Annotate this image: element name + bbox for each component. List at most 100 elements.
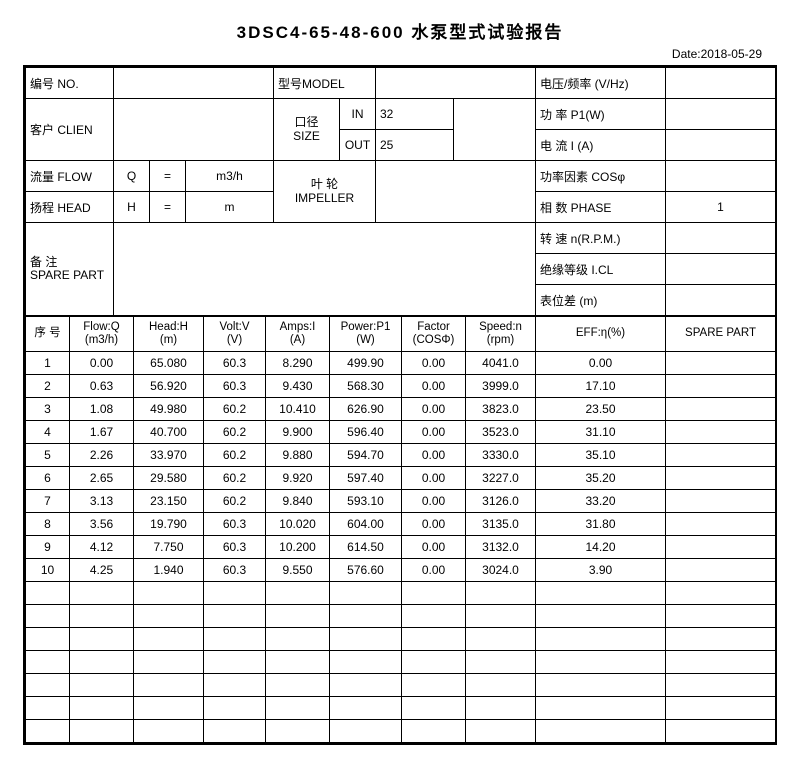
table-cell xyxy=(666,398,776,421)
table-cell xyxy=(330,651,402,674)
table-cell: 3135.0 xyxy=(466,513,536,536)
col-eff: EFF:η(%) xyxy=(536,317,666,352)
table-cell: 3 xyxy=(26,398,70,421)
table-cell: 7 xyxy=(26,490,70,513)
table-cell: 9 xyxy=(26,536,70,559)
table-cell xyxy=(666,559,776,582)
flow-sym: Q xyxy=(114,161,150,192)
table-cell xyxy=(204,720,266,743)
table-cell xyxy=(70,674,134,697)
table-row: 20.6356.92060.39.430568.300.003999.017.1… xyxy=(26,375,776,398)
table-cell: 10 xyxy=(26,559,70,582)
table-row: 83.5619.79060.310.020604.000.003135.031.… xyxy=(26,513,776,536)
table-cell xyxy=(666,674,776,697)
table-cell xyxy=(536,628,666,651)
table-cell: 568.30 xyxy=(330,375,402,398)
table-cell xyxy=(466,605,536,628)
table-cell: 4 xyxy=(26,421,70,444)
table-cell: 19.790 xyxy=(134,513,204,536)
col-head: Head:H(m) xyxy=(134,317,204,352)
table-cell xyxy=(70,720,134,743)
table-row-blank xyxy=(26,628,776,651)
report-sheet: 编号 NO. 型号MODEL 电压/频率 (V/Hz) 客户 CLIEN 口径 … xyxy=(23,65,777,745)
table-cell: 596.40 xyxy=(330,421,402,444)
client-label: 客户 CLIEN xyxy=(26,99,114,161)
size-in-label: IN xyxy=(340,99,376,130)
table-cell: 14.20 xyxy=(536,536,666,559)
table-cell: 0.00 xyxy=(402,490,466,513)
impeller-label-bot: IMPELLER xyxy=(278,192,371,205)
table-cell xyxy=(330,605,402,628)
table-row-blank xyxy=(26,720,776,743)
col-seq: 序 号 xyxy=(26,317,70,352)
table-cell xyxy=(70,605,134,628)
table-cell xyxy=(666,490,776,513)
table-cell: 60.2 xyxy=(204,398,266,421)
table-cell: 23.150 xyxy=(134,490,204,513)
table-row-blank xyxy=(26,651,776,674)
size-label-bot: SIZE xyxy=(278,130,335,143)
table-cell xyxy=(204,582,266,605)
col-factor: Factor(COSΦ) xyxy=(402,317,466,352)
table-cell: 614.50 xyxy=(330,536,402,559)
pf-value xyxy=(666,161,776,192)
table-cell: 0.00 xyxy=(536,352,666,375)
table-cell: 6 xyxy=(26,467,70,490)
table-row: 104.251.94060.39.550576.600.003024.03.90 xyxy=(26,559,776,582)
table-cell xyxy=(666,352,776,375)
table-cell: 60.3 xyxy=(204,559,266,582)
table-cell xyxy=(266,605,330,628)
table-cell xyxy=(26,628,70,651)
table-cell xyxy=(26,720,70,743)
table-cell xyxy=(666,444,776,467)
table-cell: 4.25 xyxy=(70,559,134,582)
table-cell: 0.00 xyxy=(402,398,466,421)
table-row: 41.6740.70060.29.900596.400.003523.031.1… xyxy=(26,421,776,444)
table-cell xyxy=(666,375,776,398)
table-cell xyxy=(204,605,266,628)
table-cell: 2.65 xyxy=(70,467,134,490)
flow-unit: m3/h xyxy=(186,161,274,192)
table-cell: 9.880 xyxy=(266,444,330,467)
table-cell xyxy=(466,628,536,651)
table-cell: 0.00 xyxy=(402,467,466,490)
spare-label-bot: SPARE PART xyxy=(30,269,109,282)
table-cell: 9.920 xyxy=(266,467,330,490)
col-spare: SPARE PART xyxy=(666,317,776,352)
table-cell: 10.410 xyxy=(266,398,330,421)
table-cell xyxy=(402,628,466,651)
table-cell: 3227.0 xyxy=(466,467,536,490)
voltfreq-value xyxy=(666,68,776,99)
report-title: 3DSC4-65-48-600 水泵型式试验报告 xyxy=(12,18,788,43)
table-cell: 2.26 xyxy=(70,444,134,467)
table-cell: 4041.0 xyxy=(466,352,536,375)
icl-value xyxy=(666,254,776,285)
table-cell xyxy=(466,720,536,743)
table-cell: 60.2 xyxy=(204,490,266,513)
table-cell: 65.080 xyxy=(134,352,204,375)
size-out-label: OUT xyxy=(340,130,376,161)
model-value xyxy=(376,68,536,99)
table-cell xyxy=(134,674,204,697)
table-cell xyxy=(70,582,134,605)
table-cell xyxy=(70,628,134,651)
table-cell xyxy=(666,536,776,559)
voltfreq-label: 电压/频率 (V/Hz) xyxy=(536,68,666,99)
table-cell: 33.970 xyxy=(134,444,204,467)
table-cell: 3.56 xyxy=(70,513,134,536)
table-cell: 23.50 xyxy=(536,398,666,421)
table-row: 94.127.75060.310.200614.500.003132.014.2… xyxy=(26,536,776,559)
table-cell: 31.80 xyxy=(536,513,666,536)
table-cell: 33.20 xyxy=(536,490,666,513)
table-cell: 7.750 xyxy=(134,536,204,559)
table-cell: 1 xyxy=(26,352,70,375)
table-cell xyxy=(466,582,536,605)
impeller-label-top: 叶 轮 xyxy=(278,178,371,191)
table-cell: 0.63 xyxy=(70,375,134,398)
table-cell: 56.920 xyxy=(134,375,204,398)
table-cell xyxy=(26,605,70,628)
flow-eq: = xyxy=(150,161,186,192)
table-cell: 3126.0 xyxy=(466,490,536,513)
table-cell xyxy=(666,582,776,605)
table-cell: 3132.0 xyxy=(466,536,536,559)
